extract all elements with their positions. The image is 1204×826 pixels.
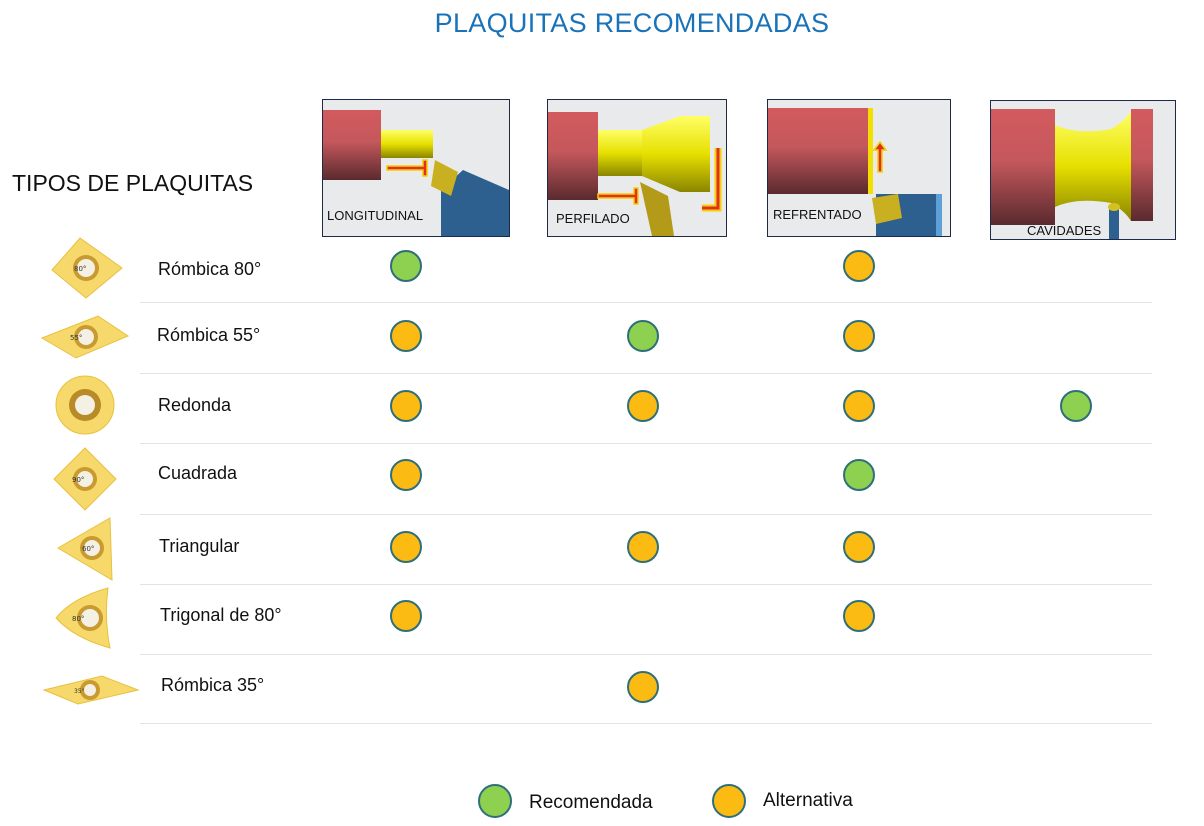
operation-panel-cavidades: CAVIDADES xyxy=(990,100,1176,240)
svg-text:80°: 80° xyxy=(74,265,86,273)
insert-type-label: Cuadrada xyxy=(158,463,238,483)
round-insert-icon xyxy=(55,375,115,435)
facing-turning-icon xyxy=(768,108,942,236)
longitudinal-turning-icon xyxy=(323,110,509,236)
alternative-mark xyxy=(627,390,659,422)
row-divider xyxy=(140,373,1152,374)
insert-type-label: Trigonal de 80° xyxy=(160,605,282,625)
alternative-mark xyxy=(390,531,422,563)
legend-alternative-swatch xyxy=(712,784,746,818)
alternative-mark xyxy=(843,600,875,632)
alternative-mark xyxy=(390,390,422,422)
recommended-mark xyxy=(843,459,875,491)
svg-text:55°: 55° xyxy=(70,334,82,342)
svg-text:35°: 35° xyxy=(74,688,85,695)
operation-panel-perfilado: PERFILADO xyxy=(547,99,727,237)
row-divider xyxy=(140,443,1152,444)
alternative-mark xyxy=(843,531,875,563)
svg-text:90°: 90° xyxy=(72,476,84,484)
insert-type-label: Redonda xyxy=(158,395,232,415)
rhombic-80-insert-icon: 80° xyxy=(51,237,123,299)
operation-label: PERFILADO xyxy=(556,211,630,226)
recommended-mark xyxy=(627,320,659,352)
operation-label: REFRENTADO xyxy=(773,207,862,222)
alternative-mark xyxy=(843,390,875,422)
row-divider xyxy=(140,584,1152,585)
legend-recommended-swatch xyxy=(478,784,512,818)
alternative-mark xyxy=(390,600,422,632)
legend-recommended-label: Recomendada xyxy=(529,792,653,813)
profiling-turning-icon xyxy=(548,112,722,236)
insert-type-label: Rómbica 35° xyxy=(161,675,265,695)
insert-type-label: Triangular xyxy=(159,536,240,556)
row-divider xyxy=(140,654,1152,655)
svg-text:60°: 60° xyxy=(82,545,94,553)
insert-types-heading: TIPOS DE PLAQUITAS xyxy=(12,170,254,196)
alternative-mark xyxy=(843,320,875,352)
grooving-turning-icon xyxy=(991,109,1153,239)
recommended-mark xyxy=(390,250,422,282)
rhombic-55-insert-icon: 55° xyxy=(40,315,130,359)
alternative-mark xyxy=(390,459,422,491)
alternative-mark xyxy=(843,250,875,282)
alternative-mark xyxy=(390,320,422,352)
insert-type-label: Rómbica 80° xyxy=(158,259,262,279)
recommended-mark xyxy=(1060,390,1092,422)
operation-label: LONGITUDINAL xyxy=(327,208,424,223)
alternative-mark xyxy=(627,671,659,703)
row-divider xyxy=(140,302,1152,303)
alternative-mark xyxy=(627,531,659,563)
svg-text:80°: 80° xyxy=(72,615,84,623)
square-insert-icon: 90° xyxy=(53,447,117,511)
insert-type-label: Rómbica 55° xyxy=(157,325,261,345)
operation-panel-refrentado: REFRENTADO xyxy=(767,99,951,237)
trigonal-80-insert-icon: 80° xyxy=(55,587,111,649)
page-title: PLAQUITAS RECOMENDADAS xyxy=(434,8,830,38)
rhombic-35-insert-icon: 35° xyxy=(42,675,140,705)
row-divider xyxy=(140,514,1152,515)
row-divider xyxy=(140,723,1152,724)
operation-label: CAVIDADES xyxy=(1027,223,1102,238)
triangular-insert-icon: 60° xyxy=(57,517,113,581)
legend-alternative-label: Alternativa xyxy=(763,790,853,811)
operation-panel-longitudinal: LONGITUDINAL xyxy=(322,99,510,237)
